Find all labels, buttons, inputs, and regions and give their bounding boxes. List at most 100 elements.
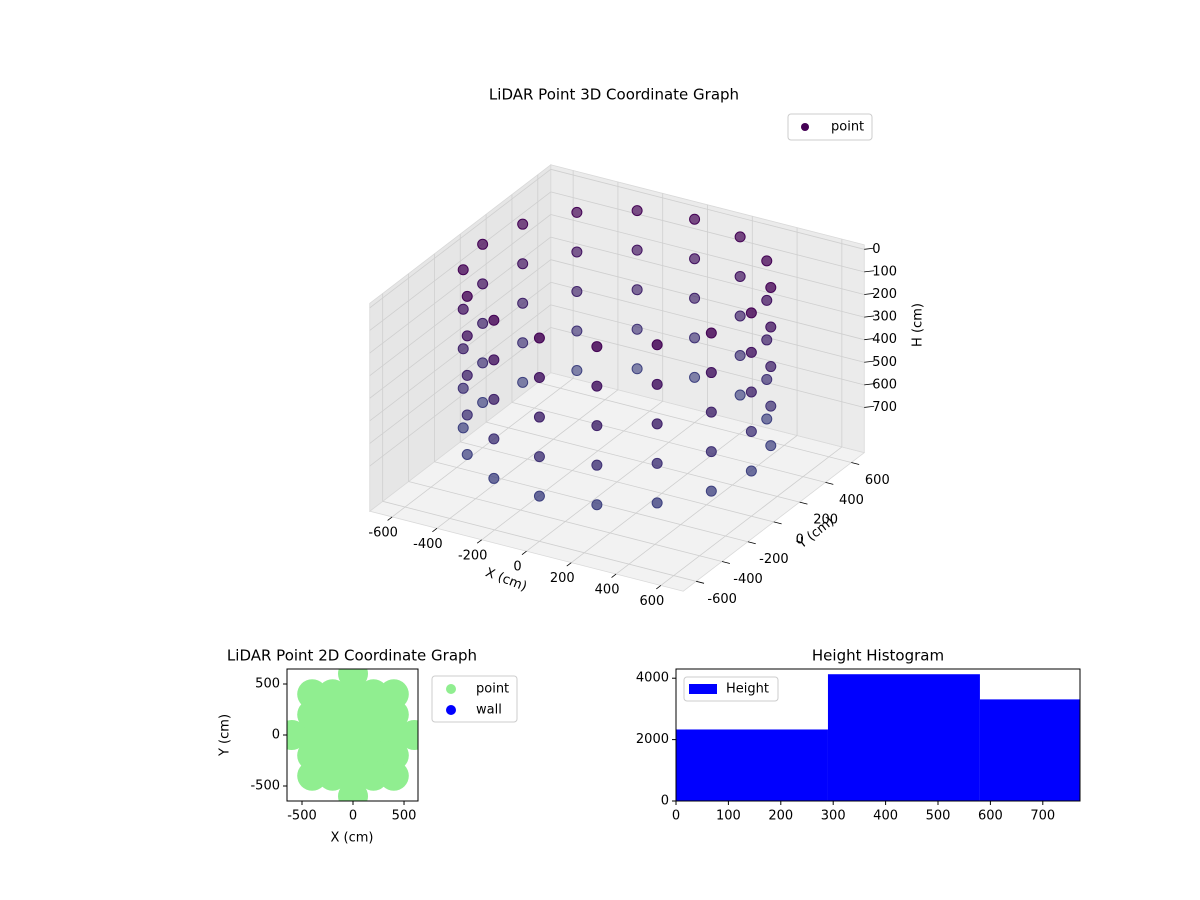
data-point xyxy=(765,321,777,333)
data-point xyxy=(338,669,369,689)
histogram-bar xyxy=(827,674,980,801)
tick-mark xyxy=(864,383,875,386)
data-point xyxy=(461,330,473,342)
tick-mark xyxy=(656,585,662,590)
grid-line xyxy=(550,236,865,318)
tick-mark xyxy=(864,315,875,318)
chart-title: LiDAR Point 2D Coordinate Graph xyxy=(227,647,477,665)
data-point xyxy=(631,284,643,296)
data-point xyxy=(477,357,489,369)
tick-mark xyxy=(747,541,756,545)
grid-line xyxy=(369,327,551,467)
legend-label: Height xyxy=(726,682,769,697)
legend-frame xyxy=(683,676,779,702)
data-point xyxy=(457,264,469,276)
chart-title: LiDAR Point 3D Coordinate Graph xyxy=(489,86,739,104)
data-point xyxy=(461,369,473,381)
legend-label: wall xyxy=(476,703,502,718)
data-point xyxy=(689,213,701,225)
y-tick-label: 0 xyxy=(661,794,669,809)
histogram-bar xyxy=(676,729,828,801)
data-point xyxy=(461,409,473,421)
tick-mark xyxy=(696,580,705,584)
data-point xyxy=(745,307,757,319)
data-point xyxy=(461,290,473,302)
data-point xyxy=(477,396,489,408)
tick-mark xyxy=(521,550,527,555)
y-tick-label: -600 xyxy=(707,592,737,607)
x-tick-label: 700 xyxy=(1030,809,1055,824)
data-point xyxy=(533,451,545,463)
data-point xyxy=(761,255,773,267)
grid-line xyxy=(369,304,551,444)
x-tick-label: -500 xyxy=(287,809,317,824)
data-point xyxy=(761,373,773,385)
data-point xyxy=(488,472,500,484)
x-tick-label: 600 xyxy=(639,594,664,609)
x-tick-label: 100 xyxy=(716,809,741,824)
y-tick-label: 200 xyxy=(813,513,838,528)
grid-line xyxy=(434,461,748,543)
data-point xyxy=(689,371,701,383)
z-tick-label: 100 xyxy=(872,264,897,279)
legend: point xyxy=(787,113,873,141)
x-tick-label: -400 xyxy=(413,537,443,552)
z-tick-label: 700 xyxy=(872,400,897,415)
z-tick-label: 500 xyxy=(872,355,897,370)
chart-title: Height Histogram xyxy=(812,647,944,665)
data-point xyxy=(457,382,469,394)
legend-label: point xyxy=(831,120,864,135)
data-point xyxy=(488,393,500,405)
grid-line xyxy=(550,281,865,363)
data-point xyxy=(689,332,701,344)
data-point xyxy=(651,497,663,509)
data-point xyxy=(705,485,717,497)
grid-line xyxy=(369,259,551,399)
data-point xyxy=(591,499,603,511)
tick-mark xyxy=(773,521,782,525)
grid-line xyxy=(369,214,551,354)
data-point xyxy=(761,294,773,306)
data-point xyxy=(488,354,500,366)
x-tick-label: 0 xyxy=(349,809,357,824)
data-point xyxy=(591,420,603,432)
histogram-bar xyxy=(979,699,1080,801)
tick-mark xyxy=(864,270,875,273)
data-point xyxy=(591,341,603,353)
z-tick-label: 600 xyxy=(872,377,897,392)
data-point xyxy=(631,323,643,335)
data-point xyxy=(533,372,545,384)
legend: point wall xyxy=(431,675,518,723)
x-axis-label: X (cm) xyxy=(483,565,529,594)
x-axis-label: X (cm) xyxy=(331,831,374,846)
grid-line xyxy=(382,500,697,582)
data-point xyxy=(378,760,409,791)
legend-marker xyxy=(689,684,717,694)
data-point xyxy=(378,679,409,710)
grid-line xyxy=(550,327,865,408)
data-point xyxy=(533,411,545,423)
data-point xyxy=(457,343,469,355)
data-point xyxy=(765,400,777,412)
y-tick-label: -400 xyxy=(733,572,763,587)
x-tick-label: 300 xyxy=(821,809,846,824)
x-tick-label: -200 xyxy=(458,548,488,563)
tick-mark xyxy=(721,561,730,564)
tick-mark xyxy=(851,462,860,465)
legend: Height xyxy=(683,676,779,702)
x-tick-label: 400 xyxy=(873,809,898,824)
grid-line xyxy=(550,168,865,250)
y-tick-label: 400 xyxy=(839,493,864,508)
tick-mark xyxy=(864,360,875,363)
x-tick-label: 500 xyxy=(926,809,951,824)
data-point xyxy=(517,258,529,270)
tick-mark xyxy=(864,405,875,408)
data-point xyxy=(689,292,701,304)
data-point xyxy=(517,376,529,388)
data-point xyxy=(734,310,746,322)
grid-line xyxy=(550,191,865,273)
data-point xyxy=(571,365,583,377)
data-point xyxy=(517,297,529,309)
z-tick-label: 200 xyxy=(872,287,897,302)
data-point xyxy=(734,231,746,243)
